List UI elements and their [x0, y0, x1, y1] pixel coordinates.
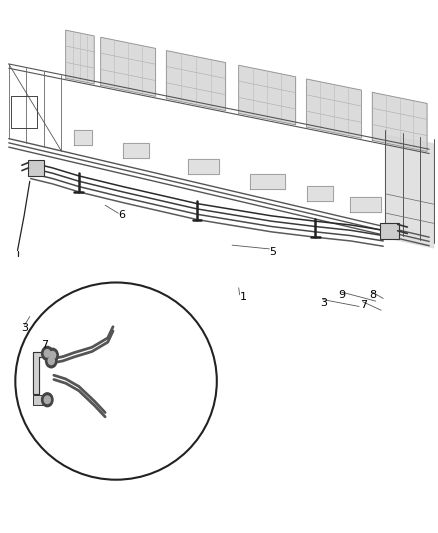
Polygon shape: [372, 92, 427, 151]
Polygon shape: [250, 174, 285, 189]
FancyBboxPatch shape: [28, 160, 44, 176]
Polygon shape: [239, 66, 296, 125]
Polygon shape: [74, 131, 92, 146]
Polygon shape: [166, 51, 226, 111]
Text: 7: 7: [360, 300, 367, 310]
Text: 7: 7: [41, 340, 48, 350]
Polygon shape: [188, 159, 219, 174]
Text: 1: 1: [240, 293, 247, 302]
FancyBboxPatch shape: [33, 395, 49, 405]
Polygon shape: [307, 79, 361, 138]
Circle shape: [44, 396, 50, 403]
Text: 3: 3: [320, 298, 327, 308]
Polygon shape: [307, 186, 333, 201]
Text: 8: 8: [369, 290, 376, 300]
Circle shape: [48, 357, 54, 365]
Polygon shape: [33, 352, 47, 394]
Circle shape: [46, 354, 57, 368]
Polygon shape: [350, 197, 381, 212]
Circle shape: [44, 350, 50, 357]
FancyBboxPatch shape: [380, 223, 399, 239]
Text: 9: 9: [339, 290, 346, 300]
Polygon shape: [66, 30, 94, 84]
Circle shape: [42, 346, 53, 360]
Text: 5: 5: [269, 247, 276, 256]
Polygon shape: [101, 37, 155, 96]
Circle shape: [49, 352, 56, 359]
Ellipse shape: [15, 282, 217, 480]
Polygon shape: [123, 143, 149, 158]
Polygon shape: [385, 135, 434, 248]
Circle shape: [42, 393, 53, 407]
Text: 3: 3: [21, 324, 28, 333]
Circle shape: [47, 349, 58, 362]
Text: 6: 6: [118, 211, 125, 220]
